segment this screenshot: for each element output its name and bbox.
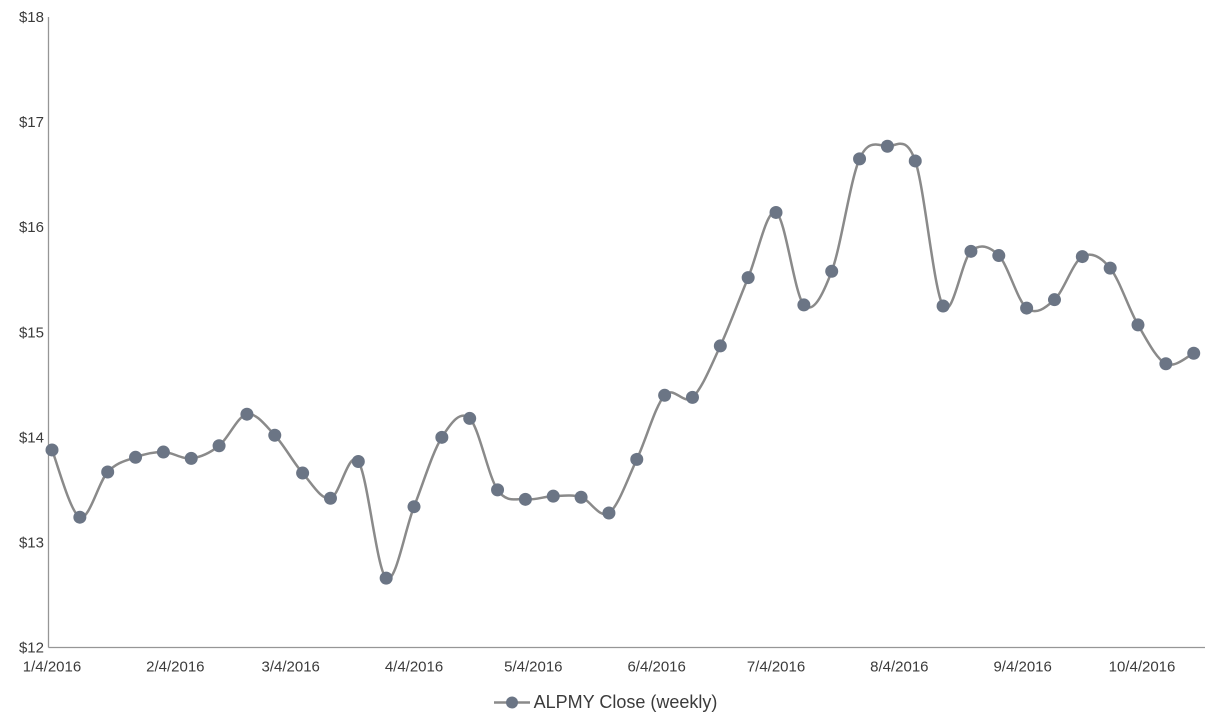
- data-point-marker: [435, 430, 449, 444]
- data-point-marker: [685, 390, 699, 404]
- data-point-marker: [129, 450, 143, 464]
- data-point-marker: [73, 510, 87, 524]
- data-point-marker: [268, 428, 282, 442]
- data-point-marker: [1047, 293, 1061, 307]
- x-axis-tick-label: 7/4/2016: [747, 659, 805, 676]
- data-point-marker: [908, 154, 922, 168]
- y-axis-tick-label: $15: [19, 324, 44, 341]
- data-point-marker: [769, 205, 783, 219]
- data-point-marker: [45, 443, 59, 457]
- x-axis-tick-label: 3/4/2016: [261, 659, 319, 676]
- y-axis-tick-label: $12: [19, 640, 44, 657]
- data-point-marker: [853, 152, 867, 166]
- data-point-marker: [880, 139, 894, 153]
- y-axis-tick-label: $17: [19, 114, 44, 131]
- data-point-marker: [491, 483, 505, 497]
- data-point-marker: [1103, 261, 1117, 275]
- data-point-marker: [296, 466, 310, 480]
- data-point-marker: [463, 411, 477, 425]
- data-point-marker: [1075, 250, 1089, 264]
- data-point-marker: [1159, 357, 1173, 371]
- data-point-marker: [1020, 301, 1034, 315]
- y-axis-tick-label: $18: [19, 9, 44, 26]
- data-point-marker: [518, 492, 532, 506]
- data-point-marker: [546, 489, 560, 503]
- data-point-marker: [797, 298, 811, 312]
- data-point-marker: [964, 244, 978, 258]
- x-axis-tick-label: 1/4/2016: [23, 659, 81, 676]
- x-axis-tick-label: 9/4/2016: [993, 659, 1051, 676]
- data-point-marker: [101, 465, 115, 479]
- data-point-marker: [658, 388, 672, 402]
- data-point-marker: [379, 571, 393, 585]
- data-point-marker: [156, 445, 170, 459]
- y-axis-tick-label: $14: [19, 429, 44, 446]
- y-axis-tick-label: $16: [19, 219, 44, 236]
- x-axis-tick-label: 6/4/2016: [627, 659, 685, 676]
- data-point-marker: [351, 455, 365, 468]
- legend-label: ALPMY Close (weekly): [533, 691, 718, 712]
- data-point-marker: [1131, 318, 1145, 332]
- data-point-marker: [240, 407, 254, 421]
- data-point-marker: [574, 490, 588, 504]
- data-point-marker: [212, 439, 226, 453]
- x-axis-tick-label: 8/4/2016: [870, 659, 928, 676]
- legend: ALPMY Close (weekly): [0, 688, 1211, 716]
- data-point-marker: [1187, 346, 1201, 360]
- data-point-marker: [713, 339, 727, 353]
- series-line: [50, 142, 1195, 580]
- data-point-marker: [630, 452, 644, 466]
- x-axis-tick-label: 10/4/2016: [1109, 659, 1176, 676]
- data-point-marker: [323, 491, 337, 505]
- data-point-marker: [825, 264, 839, 278]
- x-axis-tick-label: 2/4/2016: [146, 659, 204, 676]
- x-axis-tick-label: 4/4/2016: [385, 659, 443, 676]
- x-axis-tick-label: 5/4/2016: [504, 659, 562, 676]
- data-point-marker: [741, 271, 755, 285]
- data-point-marker: [407, 500, 421, 514]
- legend-line-marker-icon: [493, 696, 530, 708]
- data-point-marker: [936, 299, 950, 313]
- y-axis-tick-label: $13: [19, 534, 44, 551]
- data-point-marker: [992, 249, 1006, 263]
- data-point-marker: [602, 506, 616, 520]
- data-point-marker: [184, 451, 198, 465]
